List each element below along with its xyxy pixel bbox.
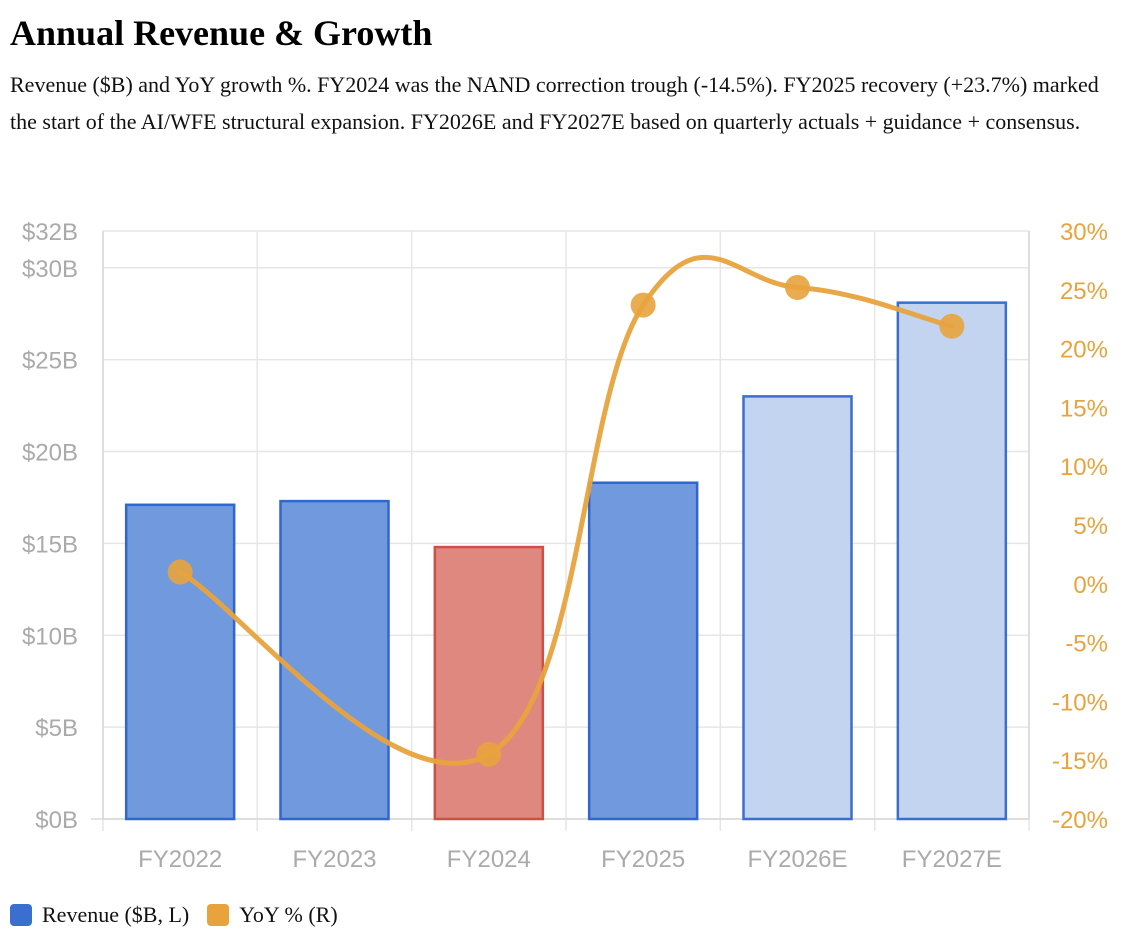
revenue-bar-fy2023: [279, 499, 390, 821]
x-tick-label: FY2023: [292, 846, 376, 873]
revenue-bar-fy2026e: [742, 395, 853, 821]
left-tick-label: $25B: [22, 348, 78, 375]
chart-title: Annual Revenue & Growth: [10, 13, 433, 53]
chart-subtitle: Revenue ($B) and YoY growth %. FY2024 wa…: [10, 72, 1099, 134]
legend-label-revenue: Revenue ($B, L): [42, 902, 190, 927]
right-tick-label: -10%: [1052, 689, 1108, 716]
left-tick-label: $32B: [22, 219, 78, 246]
revenue-bar-fy2027e: [896, 301, 1008, 821]
right-tick-label: 25%: [1060, 278, 1108, 305]
yoy-point-fy2022: [167, 559, 193, 585]
right-tick-label: 0%: [1073, 572, 1108, 599]
legend: Revenue ($B, L) YoY % (R): [10, 900, 338, 930]
x-tick-label: FY2026E: [747, 846, 847, 873]
legend-swatch-revenue: [10, 904, 32, 926]
right-tick-label: -5%: [1065, 631, 1108, 658]
right-tick-label: -15%: [1052, 748, 1108, 775]
revenue-bar-fy2024: [433, 545, 545, 821]
right-tick-label: 20%: [1060, 337, 1108, 364]
right-tick-label: 5%: [1073, 513, 1108, 540]
revenue-bar-fy2025: [587, 481, 699, 821]
yoy-point-fy2027e: [939, 313, 965, 339]
legend-label-yoy: YoY % (R): [239, 902, 338, 927]
left-tick-label: $15B: [22, 531, 78, 558]
left-tick-label: $30B: [22, 256, 78, 283]
right-tick-label: 10%: [1060, 454, 1108, 481]
legend-swatch-yoy: [207, 904, 230, 926]
legend-item-yoy[interactable]: YoY % (R): [207, 902, 338, 928]
left-tick-label: $20B: [22, 440, 78, 467]
yoy-point-fy2024: [476, 741, 502, 767]
x-tick-label: FY2024: [447, 846, 531, 873]
right-tick-label: 30%: [1060, 219, 1108, 246]
x-tick-label: FY2027E: [902, 846, 1002, 873]
right-tick-label: 15%: [1060, 395, 1108, 422]
left-tick-label: $0B: [35, 807, 78, 834]
yoy-point-fy2025: [630, 292, 656, 318]
yoy-point-fy2026e: [785, 274, 810, 300]
x-tick-label: FY2022: [138, 846, 222, 873]
combo-chart: $32B $30B $25B $20B $15B $10B $5B $0B 30% 25% 20% 1…: [22, 219, 1108, 873]
legend-item-revenue[interactable]: Revenue ($B, L): [10, 902, 189, 928]
revenue-bar-fy2022: [124, 503, 236, 821]
left-tick-label: $5B: [35, 715, 78, 742]
x-tick-label: FY2025: [601, 846, 685, 873]
right-tick-label: -20%: [1052, 807, 1108, 834]
left-tick-label: $10B: [22, 623, 78, 650]
